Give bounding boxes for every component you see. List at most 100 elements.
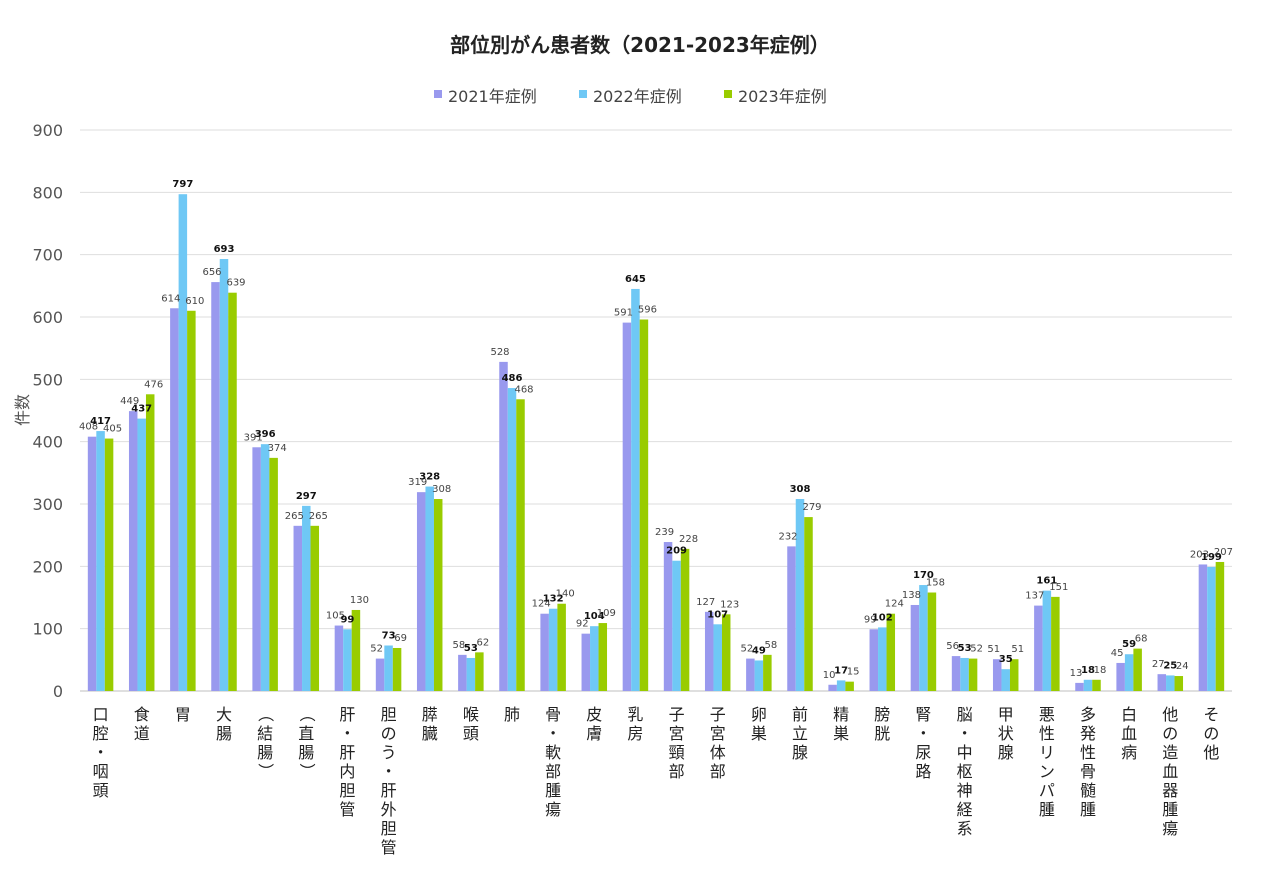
data-label: 35 — [999, 654, 1013, 665]
x-tick-char: 食 — [134, 705, 150, 724]
bar — [598, 623, 608, 691]
data-label: 308 — [790, 484, 811, 495]
bar — [128, 411, 138, 691]
bar — [1124, 654, 1134, 691]
x-tick-char: 喉 — [463, 705, 479, 724]
bar — [639, 319, 649, 691]
x-tick-char: 腫 — [1080, 800, 1096, 819]
bar — [499, 361, 508, 691]
y-tick-label: 500 — [32, 370, 63, 389]
y-tick-label: 100 — [32, 620, 63, 639]
x-tick-char: 大 — [216, 705, 232, 724]
data-label: 18 — [1081, 665, 1095, 676]
data-label: 123 — [720, 599, 739, 610]
y-tick-label: 300 — [32, 495, 63, 514]
x-tick-char: 卵 — [751, 705, 767, 724]
data-label: 45 — [1111, 648, 1124, 659]
data-label: 124 — [885, 599, 904, 610]
x-tick-char: 白 — [1121, 705, 1137, 724]
bar — [507, 388, 517, 691]
x-tick-char: 発 — [1080, 724, 1096, 743]
y-tick-label: 600 — [32, 308, 63, 327]
bar — [178, 194, 188, 691]
bar — [754, 660, 764, 691]
data-label: 52 — [740, 644, 753, 655]
x-tick-label: 口腔・咽頭 — [93, 705, 109, 800]
data-label: 138 — [902, 590, 921, 601]
data-label: 279 — [802, 502, 821, 513]
data-label: 158 — [926, 578, 945, 589]
x-tick-char: 咽 — [93, 762, 109, 781]
data-label: 49 — [752, 645, 766, 656]
x-tick-char: 頸 — [669, 743, 685, 762]
data-label: 797 — [172, 179, 193, 190]
bar — [1051, 596, 1060, 691]
x-tick-char: 頭 — [463, 724, 479, 743]
data-label: 476 — [144, 379, 163, 390]
x-tick-char: 膵 — [422, 705, 438, 724]
bar — [375, 658, 385, 691]
x-tick-char: 血 — [1121, 724, 1137, 743]
data-label: 528 — [490, 347, 509, 358]
x-tick-char: 巣 — [833, 724, 849, 743]
bar — [540, 613, 549, 691]
bar — [845, 681, 854, 691]
x-tick-char: 直 — [298, 724, 314, 743]
x-tick-char: 悪 — [1039, 705, 1055, 724]
data-label: 639 — [226, 278, 245, 289]
x-tick-char: 結 — [257, 724, 273, 743]
data-label: 15 — [847, 667, 860, 678]
data-label: 203 — [1190, 549, 1209, 560]
x-tick-char: 造 — [1162, 743, 1178, 762]
data-label: 53 — [958, 643, 972, 654]
bar — [384, 645, 393, 691]
bar — [252, 447, 261, 691]
x-tick-char: う — [381, 743, 397, 762]
x-tick-char: ・ — [381, 762, 397, 781]
x-tick-char: 尿 — [915, 743, 931, 762]
x-tick-label: 膀胱 — [874, 705, 890, 743]
x-tick-label: （ 直腸） — [297, 706, 316, 779]
bar — [960, 657, 969, 691]
bar — [392, 647, 402, 691]
data-label: 239 — [655, 527, 674, 538]
data-label: 265 — [309, 511, 328, 522]
x-tick-char: 腫 — [1039, 800, 1055, 819]
x-tick-char: 部 — [545, 762, 561, 781]
x-tick-char: 膀 — [874, 705, 890, 724]
bar — [145, 394, 155, 691]
x-tick-char: リ — [1039, 743, 1055, 762]
bar — [458, 654, 467, 691]
x-tick-char: の — [1203, 724, 1219, 743]
bar — [137, 418, 146, 691]
bar — [416, 492, 426, 691]
x-tick-char: ・ — [93, 743, 109, 762]
x-tick-char: 軟 — [545, 743, 561, 762]
x-tick-char: 骨 — [545, 705, 561, 724]
x-tick-char: 腫 — [545, 781, 561, 800]
bar — [951, 656, 961, 691]
x-tick-char: 巣 — [751, 724, 767, 743]
x-tick-char: 胆 — [381, 819, 397, 838]
data-label: 308 — [432, 484, 451, 495]
bar — [87, 436, 97, 691]
x-tick-char: 内 — [339, 762, 355, 781]
x-tick-char: ン — [1039, 762, 1055, 781]
x-tick-char: 瘍 — [545, 800, 561, 819]
x-tick-label: 喉頭 — [463, 705, 479, 743]
x-tick-char: 肝 — [381, 781, 397, 800]
data-label: 59 — [1122, 639, 1136, 650]
data-label: 130 — [350, 595, 369, 606]
x-tick-label: 卵巣 — [751, 705, 767, 743]
bar — [631, 288, 640, 691]
bar — [581, 633, 591, 691]
x-tick-label: 大腸 — [216, 705, 232, 743]
bar — [1157, 674, 1167, 691]
data-label: 486 — [502, 373, 523, 384]
data-label: 127 — [696, 597, 715, 608]
x-tick-char: 部 — [710, 762, 726, 781]
x-tick-char: 器 — [1162, 781, 1178, 800]
